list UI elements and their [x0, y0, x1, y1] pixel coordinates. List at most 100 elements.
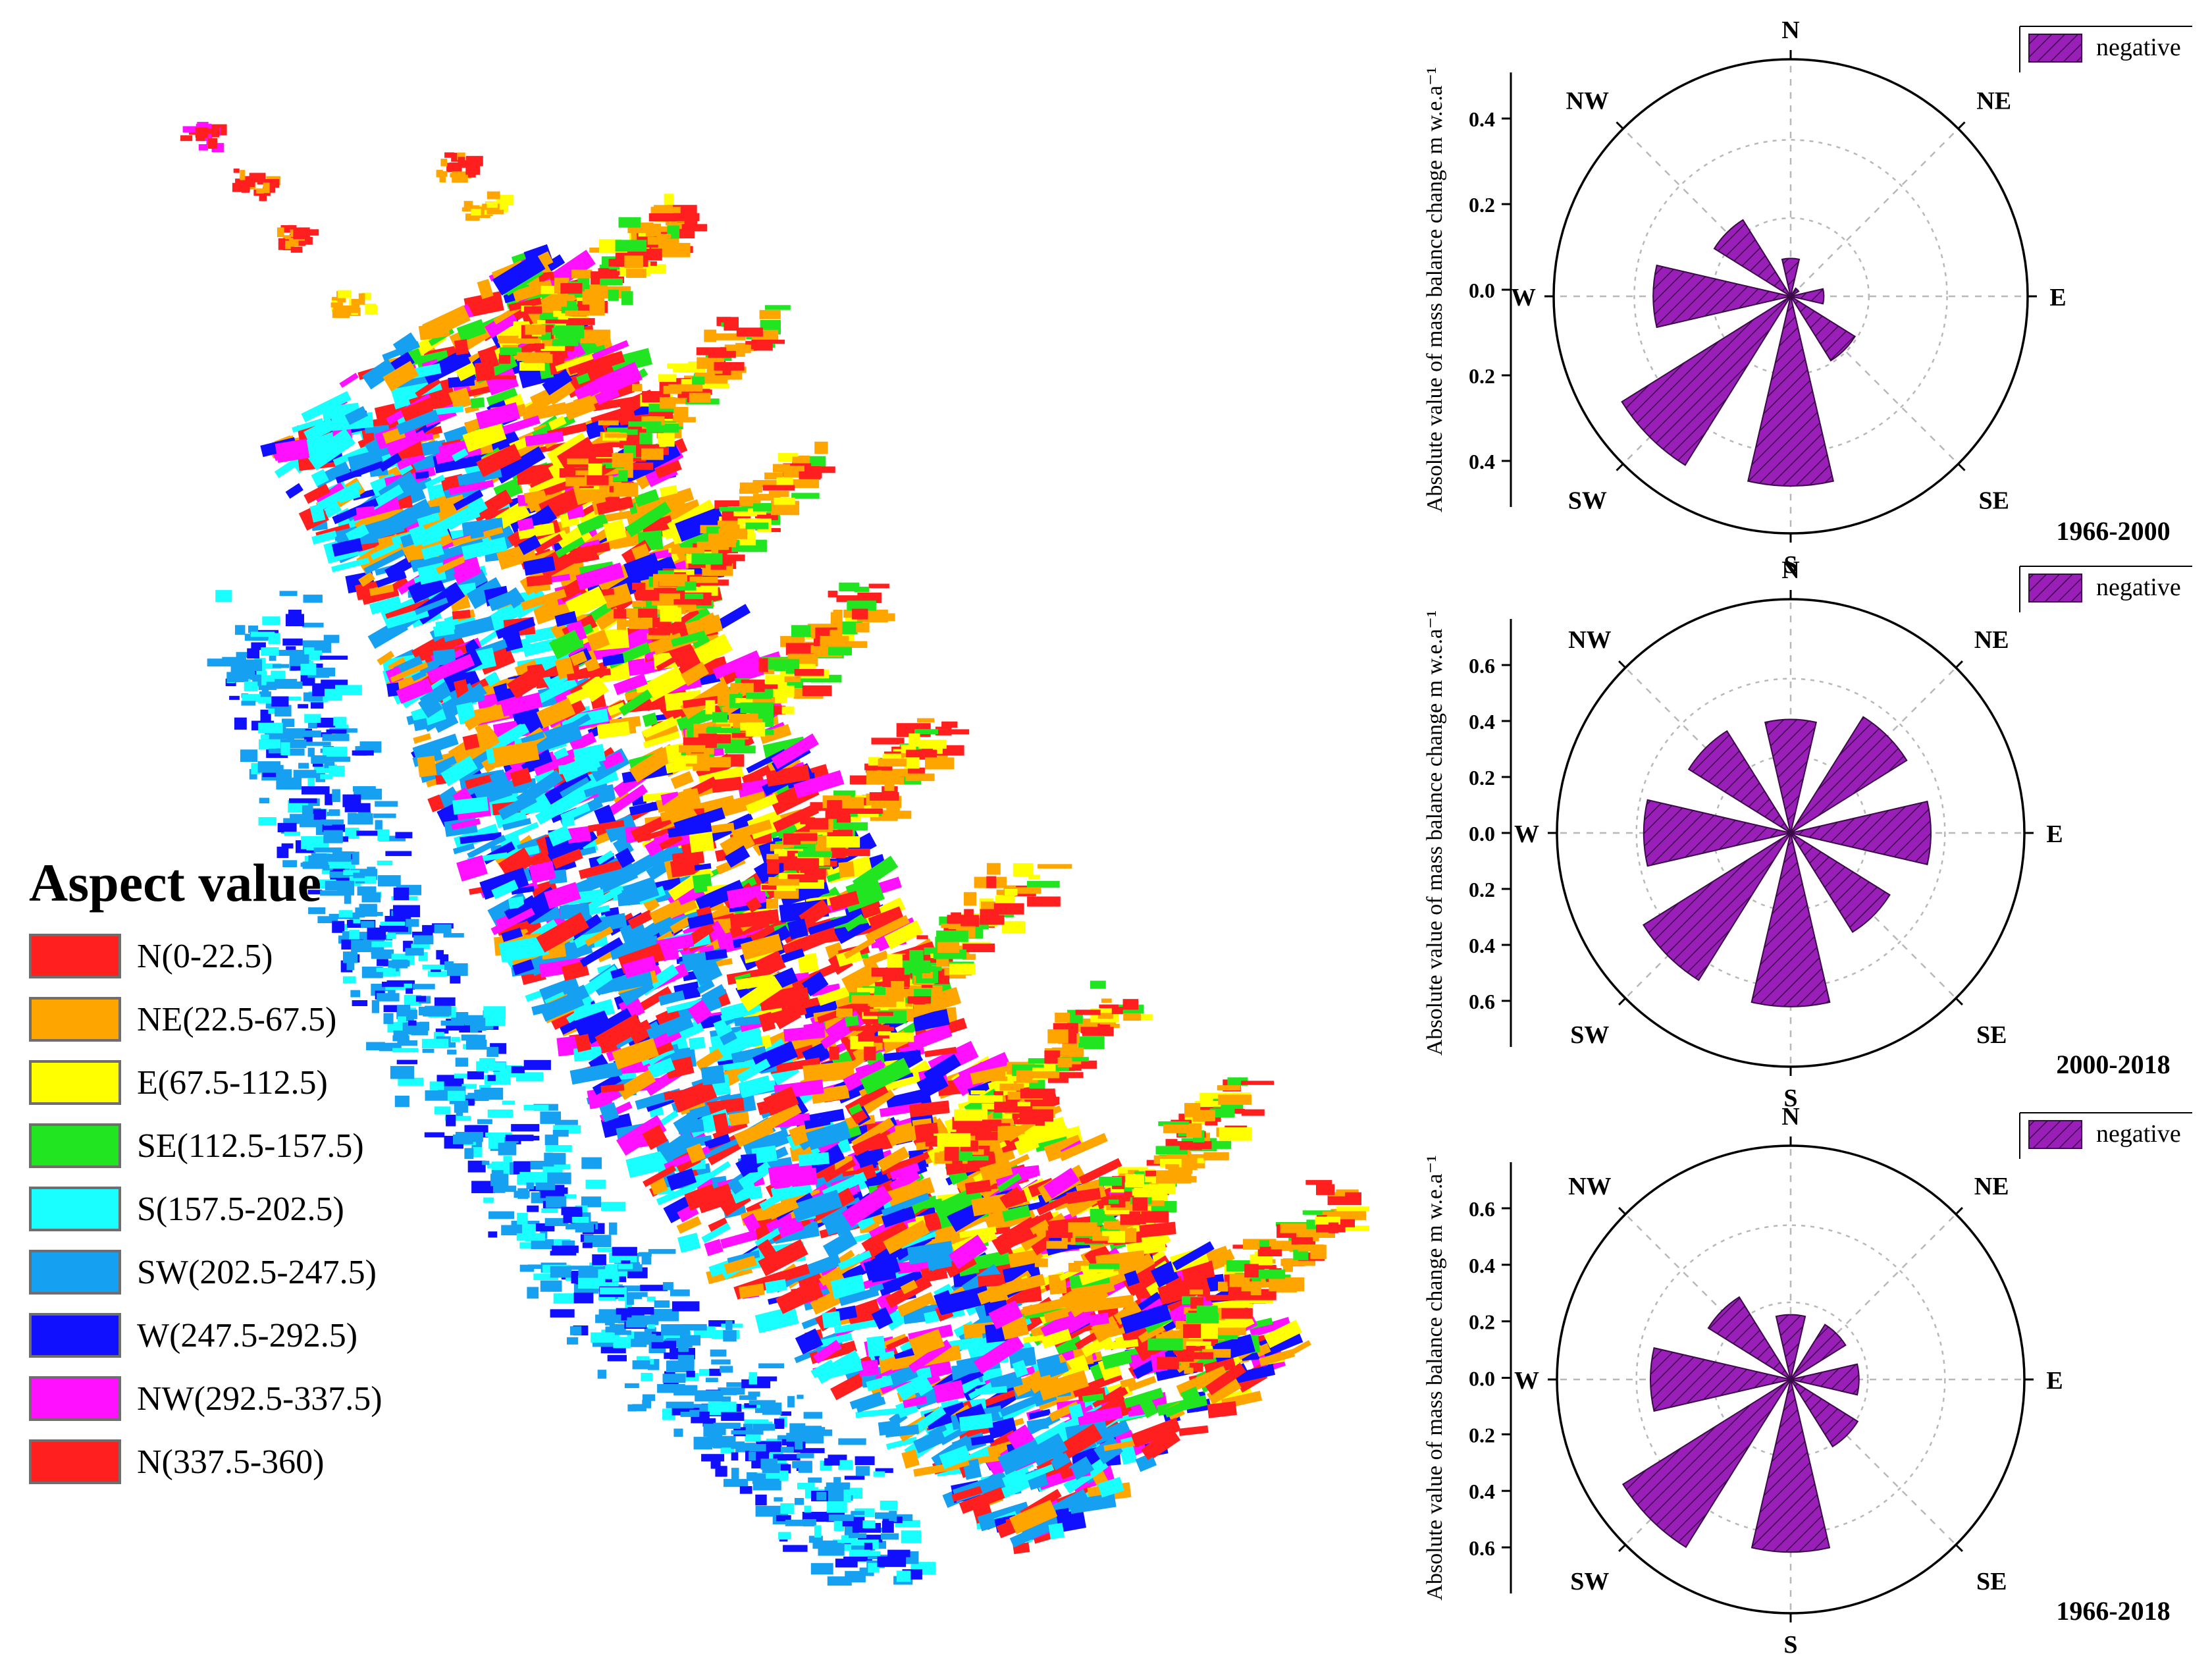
- direction-label-SE: SE: [1978, 487, 2009, 515]
- rim-tick: [1957, 463, 1966, 471]
- legend-label: W(247.5-292.5): [137, 1316, 358, 1354]
- direction-label-NW: NW: [1566, 87, 1609, 115]
- rim-tick: [1955, 1543, 1963, 1552]
- legend-item: N(0-22.5): [29, 924, 382, 988]
- rim-tick: [1955, 1207, 1963, 1216]
- direction-label-NE: NE: [1974, 626, 2009, 654]
- direction-label-W: W: [1514, 820, 1539, 848]
- y-tick-label: 0.2: [1469, 878, 1495, 901]
- bar-SE: [1790, 832, 1891, 933]
- rim-tick: [1618, 1207, 1627, 1216]
- rim-tick: [1955, 660, 1963, 669]
- bar-N: [1781, 257, 1801, 297]
- direction-label-SE: SE: [1976, 1021, 2007, 1049]
- legend-items: N(0-22.5) NE(22.5-67.5) E(67.5-112.5) SE(11…: [29, 924, 382, 1493]
- legend-swatch: [29, 997, 121, 1042]
- direction-label-E: E: [2046, 820, 2063, 848]
- legend-swatch: [29, 1376, 121, 1421]
- bar-W: [1652, 264, 1791, 329]
- legend-item: NW(292.5-337.5): [29, 1367, 382, 1430]
- legend-item: SW(202.5-247.5): [29, 1241, 382, 1304]
- legend-label: SW(202.5-247.5): [137, 1253, 377, 1291]
- direction-label-N: N: [1781, 16, 1799, 44]
- y-tick-label: 0.2: [1469, 364, 1495, 388]
- polar-chart-2000-2018: N NE E SE S SW W NW 0.6 0.4 0.2 0.0 0.2 0.4 0.6 Absolut…: [1423, 556, 2192, 1112]
- polar-chart-1966-2000: N NE E SE S SW W NW 0.4 0.2 0.0 0.2 0.4 Absolute valu…: [1423, 16, 2192, 579]
- direction-label-SW: SW: [1568, 487, 1607, 515]
- legend-label-negative: negative: [2096, 34, 2181, 61]
- y-tick-label: 0.6: [1469, 1536, 1495, 1560]
- direction-label-SE: SE: [1976, 1568, 2007, 1595]
- legend-swatch-negative: [2028, 34, 2082, 63]
- legend-item: N(337.5-360): [29, 1430, 382, 1493]
- direction-label-E: E: [2046, 1367, 2063, 1395]
- grid-spoke: [1790, 128, 1959, 297]
- bar-S: [1747, 296, 1834, 487]
- bar-SW: [1621, 1379, 1791, 1549]
- rim-tick: [1955, 997, 1963, 1005]
- y-tick-label: 0.6: [1469, 990, 1495, 1013]
- bar-SE: [1790, 1379, 1859, 1448]
- bar-NW: [1707, 1296, 1791, 1380]
- legend-label: N(0-22.5): [137, 937, 273, 975]
- bar-NE: [1790, 716, 1908, 834]
- direction-label-S: S: [1783, 551, 1797, 579]
- legend-item: NE(22.5-67.5): [29, 988, 382, 1051]
- legend-item: S(157.5-202.5): [29, 1177, 382, 1241]
- direction-label-SW: SW: [1570, 1568, 1609, 1595]
- y-axis-label: Absolute value of mass balance change m …: [1423, 1155, 1447, 1600]
- bar-SE: [1790, 296, 1856, 362]
- bar-W: [1643, 799, 1791, 867]
- legend-swatch: [29, 934, 121, 978]
- y-tick-label: 0.4: [1469, 107, 1495, 131]
- direction-label-SW: SW: [1570, 1021, 1609, 1049]
- direction-label-N: N: [1781, 1103, 1799, 1131]
- direction-label-S: S: [1783, 1631, 1797, 1658]
- aspect-legend: Aspect value N(0-22.5) NE(22.5-67.5) E(67.…: [29, 856, 382, 1493]
- legend-swatch: [29, 1250, 121, 1295]
- y-tick-label: 0.4: [1469, 710, 1495, 734]
- direction-label-S: S: [1783, 1084, 1797, 1112]
- bar-SW: [1621, 296, 1791, 466]
- direction-label-NE: NE: [1974, 1173, 2009, 1200]
- legend-item: E(67.5-112.5): [29, 1051, 382, 1114]
- legend-swatch: [29, 1123, 121, 1168]
- legend-label: SE(112.5-157.5): [137, 1127, 364, 1165]
- period-label: 1966-2000: [2056, 516, 2170, 546]
- bar-E: [1790, 288, 1825, 305]
- rim-tick: [1618, 660, 1627, 669]
- bar-N: [1764, 718, 1817, 834]
- y-tick-label: 0.0: [1469, 279, 1495, 302]
- bar-E: [1790, 1363, 1860, 1396]
- direction-label-N: N: [1781, 556, 1799, 584]
- y-tick-label: 0.4: [1469, 450, 1495, 473]
- direction-label-NE: NE: [1976, 87, 2011, 115]
- bar-S: [1751, 832, 1831, 1007]
- legend-item: SE(112.5-157.5): [29, 1114, 382, 1177]
- legend-label-negative: negative: [2096, 1120, 2181, 1148]
- rim-tick: [1616, 463, 1624, 471]
- direction-label-W: W: [1511, 284, 1536, 311]
- y-tick-label: 0.0: [1469, 822, 1495, 845]
- bar-N: [1775, 1314, 1806, 1380]
- direction-label-W: W: [1514, 1367, 1539, 1395]
- legend-label-negative: negative: [2096, 574, 2181, 601]
- y-tick-label: 0.6: [1469, 654, 1495, 678]
- bar-NW: [1687, 730, 1791, 834]
- bar-NE: [1790, 1324, 1847, 1380]
- bar-NW: [1713, 219, 1791, 297]
- polar-chart-1966-2018: N NE E SE S SW W NW 0.6 0.4 0.2 0.0 0.2 0.4 0.6 Absolut…: [1423, 1103, 2192, 1658]
- legend-swatch: [29, 1313, 121, 1358]
- y-tick-label: 0.2: [1469, 1310, 1495, 1334]
- direction-label-E: E: [2049, 284, 2066, 311]
- legend-swatch: [29, 1439, 121, 1484]
- direction-label-NW: NW: [1568, 626, 1611, 654]
- legend-label: N(337.5-360): [137, 1443, 325, 1481]
- y-tick-label: 0.6: [1469, 1197, 1495, 1221]
- legend-title: Aspect value: [29, 853, 322, 913]
- y-tick-label: 0.2: [1469, 1423, 1495, 1447]
- aspect-map: [180, 122, 1369, 1586]
- rim-tick: [1957, 121, 1966, 130]
- y-tick-label: 0.4: [1469, 1480, 1495, 1503]
